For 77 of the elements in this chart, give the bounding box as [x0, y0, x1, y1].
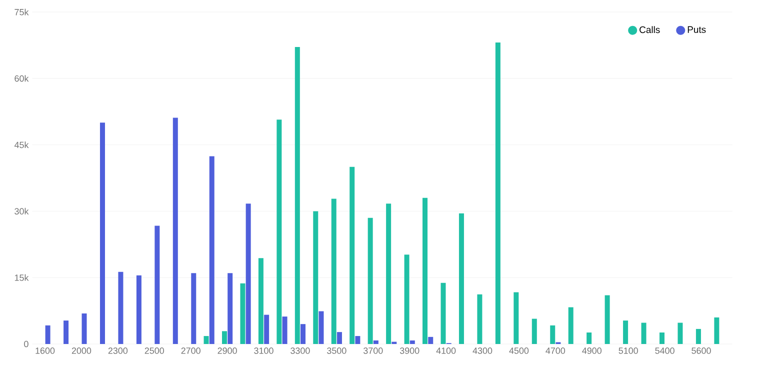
bar [404, 254, 410, 344]
bar [641, 322, 646, 344]
y-tick-label: 15k [14, 274, 29, 281]
bar [222, 331, 227, 344]
bar [355, 336, 360, 344]
x-tick-label: 3300 [290, 348, 310, 354]
bar [586, 332, 592, 344]
bar [282, 316, 288, 344]
legend-label: Calls [640, 26, 660, 34]
bar [623, 320, 628, 344]
bar [495, 42, 500, 344]
x-tick-label: 2700 [181, 348, 200, 354]
bar [336, 332, 342, 344]
bar [258, 258, 264, 344]
x-tick-label: 4700 [546, 348, 566, 354]
bar [313, 211, 318, 344]
y-tick-label: 30k [14, 208, 29, 214]
bar [118, 272, 124, 344]
bar [514, 292, 519, 344]
bar [440, 282, 446, 344]
bar [532, 318, 537, 344]
bar [191, 273, 196, 344]
bar [550, 325, 556, 344]
bar [300, 324, 306, 344]
x-tick-label: 5100 [618, 348, 638, 354]
bar [428, 336, 434, 344]
bar [318, 311, 324, 344]
x-tick-label: 2500 [144, 348, 164, 354]
bar [386, 204, 392, 344]
x-tick-label: 5400 [655, 348, 674, 354]
x-tick-label: 3700 [364, 348, 383, 354]
bar [458, 213, 464, 344]
bar [240, 283, 246, 344]
bar [477, 294, 482, 344]
bar [246, 204, 251, 344]
bar [100, 122, 105, 344]
y-tick-label: 60k [14, 75, 29, 82]
bar [368, 218, 373, 344]
x-tick-label: 4100 [436, 348, 456, 354]
bar [331, 198, 336, 344]
y-tick-label: 75k [14, 8, 29, 16]
bar [696, 328, 701, 344]
bar [45, 325, 50, 344]
bar [714, 317, 720, 344]
x-tick-label: 1600 [36, 348, 55, 354]
y-tick-label: 0 [24, 340, 28, 348]
x-tick-label: 3500 [327, 348, 346, 354]
bar [136, 275, 142, 344]
x-tick-label: 3900 [400, 348, 420, 354]
bar [172, 118, 178, 344]
bar [82, 313, 87, 344]
bar [154, 226, 160, 344]
bar [228, 273, 233, 344]
x-tick-label: 2000 [72, 348, 92, 354]
bar [410, 340, 415, 344]
bar [350, 166, 355, 344]
y-tick-label: 45k [14, 142, 29, 148]
bar [422, 198, 428, 344]
bar [276, 120, 282, 344]
x-tick-label: 4900 [582, 348, 602, 354]
x-tick-label: 5600 [692, 348, 711, 354]
legend-label: Puts [688, 26, 706, 33]
x-tick-label: 4500 [509, 348, 529, 354]
bar [64, 320, 69, 344]
bar [373, 340, 378, 344]
x-tick-label: 4300 [472, 348, 492, 354]
x-tick-label: 2300 [108, 348, 128, 354]
bar [204, 336, 209, 344]
x-tick-label: 2900 [218, 348, 237, 354]
x-tick-label: 3100 [254, 348, 274, 354]
bar [660, 332, 665, 344]
bar [568, 307, 574, 344]
bar [678, 322, 683, 344]
bar [604, 295, 610, 344]
bar [294, 46, 300, 344]
bar [209, 156, 214, 344]
bar [264, 314, 270, 344]
